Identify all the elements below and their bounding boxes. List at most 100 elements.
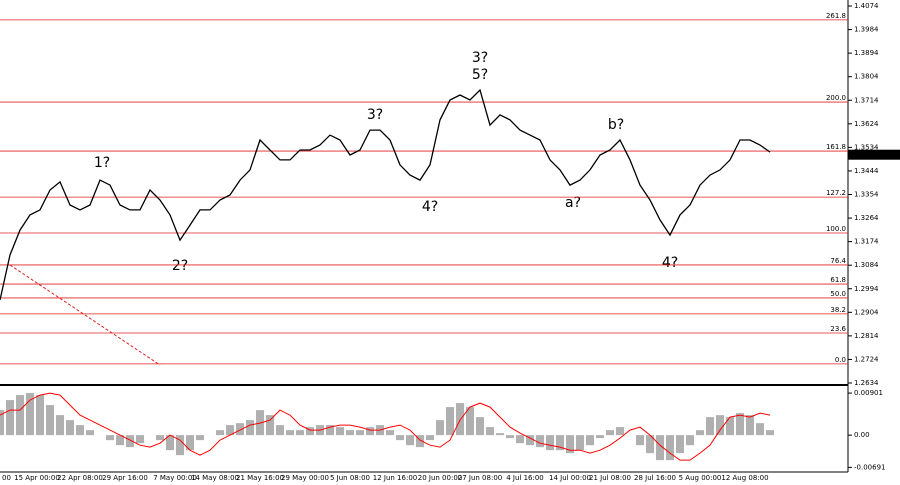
x-tick-label: 29 Apr 16:00	[102, 474, 148, 482]
macd-bar	[6, 400, 14, 436]
macd-bar	[636, 435, 644, 446]
macd-bar	[346, 430, 354, 436]
macd-bar	[106, 435, 114, 441]
macd-bar	[216, 430, 224, 436]
macd-bar	[486, 427, 494, 436]
macd-bar	[46, 405, 54, 436]
macd-bar	[686, 435, 694, 446]
macd-bar	[756, 423, 764, 436]
macd-bar	[326, 425, 334, 436]
x-tick-label: 15 Apr 00:00	[14, 474, 60, 482]
macd-bar	[16, 395, 24, 436]
fib-label: 38.2	[830, 306, 846, 314]
macd-bar	[726, 417, 734, 436]
y-tick-label: -0.00691	[854, 463, 885, 471]
x-tick-label: 22 Apr 08:00	[57, 474, 103, 482]
fib-label: 0.0	[835, 356, 846, 364]
macd-bar	[456, 403, 464, 436]
x-tick-label: 14 Jul 00:00	[549, 474, 591, 482]
macd-bar	[606, 430, 614, 436]
y-tick-label: 1.4074	[854, 2, 879, 10]
macd-bar	[66, 420, 74, 436]
macd-bar	[466, 407, 474, 436]
x-tick-label: 29 May 00:00	[281, 474, 329, 482]
fib-label: 61.8	[830, 276, 846, 284]
macd-bar	[736, 413, 744, 436]
wave-label: b?	[608, 117, 624, 133]
y-tick-label: 1.3174	[854, 238, 879, 246]
fib-label: 76.4	[830, 257, 846, 265]
macd-bar	[176, 435, 184, 456]
y-tick-label: 1.3894	[854, 49, 879, 57]
macd-bar	[566, 435, 574, 454]
macd-bar	[416, 435, 424, 448]
macd-bar	[336, 427, 344, 436]
macd-bar	[546, 435, 554, 451]
fib-label: 100.0	[826, 225, 846, 233]
macd-bar	[296, 430, 304, 436]
y-tick-label: 1.2994	[854, 285, 879, 293]
signal-line	[0, 392, 771, 461]
x-tick-label: 7 May 00:00	[153, 474, 197, 482]
macd-bar	[666, 435, 674, 461]
macd-bar	[526, 435, 534, 446]
wave-label: 3?	[367, 107, 383, 123]
macd-bar	[436, 420, 444, 436]
macd-bar	[496, 433, 504, 436]
x-tick-label: 14 May 08:00	[191, 474, 239, 482]
y-tick-label: 1.2814	[854, 332, 879, 340]
macd-bar	[286, 430, 294, 436]
x-tick-label: 00	[2, 474, 11, 482]
macd-bar	[26, 393, 34, 436]
macd-bar	[0, 410, 4, 436]
x-tick-label: 12 Jun 16:00	[373, 474, 417, 482]
fib-label: 50.0	[830, 290, 846, 298]
macd-bar	[676, 435, 684, 454]
macd-bar	[366, 427, 374, 436]
macd-bar	[716, 415, 724, 436]
y-tick-label: 0.00901	[854, 389, 883, 397]
y-tick-label: 1.2904	[854, 308, 879, 316]
trend-line	[9, 264, 161, 366]
macd-bar	[406, 435, 414, 446]
macd-bar	[266, 415, 274, 436]
macd-bar	[196, 435, 204, 441]
fib-label: 261.8	[826, 12, 846, 20]
y-tick-label: 1.3714	[854, 96, 879, 104]
macd-bar	[656, 435, 664, 461]
macd-bar	[646, 435, 654, 454]
macd-bar	[696, 430, 704, 436]
macd-bar	[36, 395, 44, 436]
fib-label: 161.8	[826, 143, 846, 151]
macd-bar	[136, 435, 144, 444]
y-tick-label: 0.00	[854, 431, 870, 439]
macd-bar	[706, 417, 714, 436]
macd-bar	[766, 430, 774, 436]
macd-bar	[446, 407, 454, 436]
y-tick-label: 1.3084	[854, 261, 879, 269]
macd-bar	[156, 435, 164, 441]
macd-bar	[576, 435, 584, 451]
fib-label: 23.6	[830, 325, 846, 333]
x-tick-label: 4 Jul 16:00	[506, 474, 544, 482]
macd-bar	[56, 415, 64, 436]
macd-bar	[476, 417, 484, 436]
fib-label: 200.0	[826, 94, 846, 102]
current-price-box	[848, 149, 900, 160]
y-tick-label: 1.3804	[854, 73, 879, 81]
y-tick-label: 1.2634	[854, 379, 879, 387]
macd-bar	[596, 435, 604, 439]
macd-bar	[356, 430, 364, 436]
macd-bar	[86, 430, 94, 436]
macd-bar	[306, 427, 314, 436]
y-tick-label: 1.3534	[854, 143, 879, 151]
macd-bar	[276, 425, 284, 436]
wave-label: 2?	[172, 258, 188, 274]
x-tick-label: 21 May 16:00	[236, 474, 284, 482]
macd-bar	[236, 423, 244, 436]
x-tick-label: 28 Jul 16:00	[634, 474, 676, 482]
wave-label: 3?	[472, 50, 488, 66]
fib-label: 127.2	[826, 189, 846, 197]
